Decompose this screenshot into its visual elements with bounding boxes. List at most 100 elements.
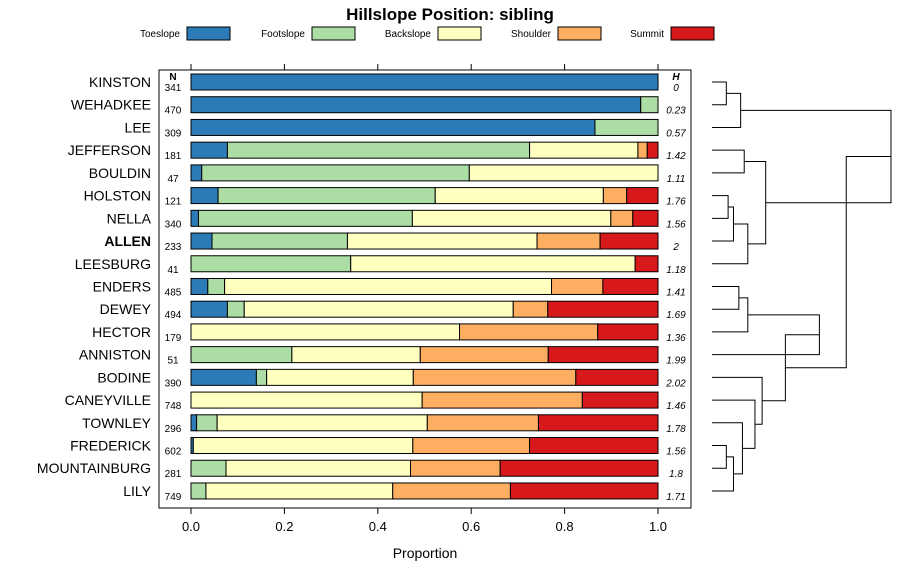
soil-label: WEHADKEE	[71, 97, 151, 113]
bar-segment-summit	[602, 277, 659, 295]
bar-segment-toeslope	[190, 300, 228, 318]
bar-segment-shoulder	[536, 232, 601, 250]
h-value: 1.69	[666, 310, 686, 321]
bar-segment-summit	[632, 209, 659, 227]
n-value: 281	[165, 469, 182, 480]
legend-label-toeslope: Toeslope	[140, 29, 180, 40]
row-holston: HOLSTON 121 1.76	[84, 187, 686, 208]
dendrogram-link	[712, 195, 729, 219]
h-value: 1.56	[666, 447, 686, 458]
soil-label: DEWEY	[100, 301, 152, 317]
bar-segment-summit	[646, 141, 659, 159]
bar-segment-footslope	[190, 346, 293, 364]
n-value: 41	[167, 265, 179, 276]
legend-swatch-summit	[670, 26, 715, 41]
bar-segment-backslope	[243, 300, 514, 318]
bar-segment-toeslope	[190, 96, 642, 114]
bar-segment-toeslope	[190, 73, 659, 91]
bar-segment-toeslope	[190, 209, 199, 227]
bar-segment-shoulder	[610, 209, 634, 227]
bar-segment-shoulder	[459, 323, 599, 341]
bar-segment-toeslope	[190, 187, 219, 205]
bar-segment-footslope	[190, 459, 227, 477]
n-column-header: N	[169, 72, 176, 83]
row-bouldin: BOULDIN 47 1.11	[89, 164, 685, 185]
h-value: 1.71	[666, 492, 685, 503]
h-value: 1.56	[666, 219, 686, 230]
row-allen: ALLEN 233 2	[104, 232, 679, 253]
row-enders: ENDERS 485 1.41	[93, 277, 686, 298]
n-value: 485	[165, 287, 182, 298]
row-anniston: ANNISTON 51 1.99	[79, 346, 686, 367]
x-tick-label: 1.0	[649, 519, 667, 534]
n-value: 121	[165, 197, 182, 208]
bar-segment-footslope	[255, 368, 268, 386]
row-lee: LEE 309 0.57	[125, 118, 686, 139]
bar-segment-toeslope	[190, 368, 257, 386]
n-value: 470	[165, 106, 182, 117]
x-tick-label: 0.6	[462, 519, 480, 534]
bar-segment-backslope	[266, 368, 414, 386]
soil-label: NELLA	[107, 210, 152, 226]
soil-label: ENDERS	[93, 278, 151, 294]
h-value: 1.36	[666, 333, 686, 344]
soil-label: MOUNTAINBURG	[37, 460, 151, 476]
legend-label-shoulder: Shoulder	[511, 29, 552, 40]
soil-label: BOULDIN	[89, 165, 151, 181]
dendrogram-link	[712, 223, 749, 265]
bar-segment-summit	[537, 414, 659, 432]
row-lily: LILY 749 1.71	[123, 482, 686, 503]
dendrogram-link	[712, 456, 734, 492]
bar-segment-summit	[509, 482, 659, 500]
bar-segment-shoulder	[392, 482, 511, 500]
row-leesburg: LEESBURG 41 1.18	[75, 255, 686, 276]
bar-segment-backslope	[190, 323, 461, 341]
row-hector: HECTOR 179 1.36	[92, 323, 686, 344]
bar-segment-backslope	[225, 459, 411, 477]
soil-label: LEE	[125, 119, 151, 135]
soil-label: LEESBURG	[75, 256, 151, 272]
bar-segment-summit	[547, 346, 659, 364]
bar-segment-backslope	[190, 391, 423, 409]
dendrogram-link	[712, 149, 745, 174]
bar-segment-footslope	[190, 255, 352, 273]
n-value: 494	[165, 310, 182, 321]
bar-segment-summit	[547, 300, 659, 318]
bar-segment-footslope	[196, 414, 218, 432]
bar-segment-footslope	[640, 96, 659, 114]
soil-label: BODINE	[97, 369, 151, 385]
h-value: 1.76	[666, 197, 686, 208]
legend: Toeslope Footslope Backslope Shoulder Summit	[140, 26, 715, 41]
bar-segment-shoulder	[419, 346, 549, 364]
bar-segment-shoulder	[409, 459, 501, 477]
bar-rows: KINSTON 341 0 WEHADKEE 470 0.23 LEE 309 0.57 JEFF…	[37, 73, 686, 503]
bar-segment-toeslope	[190, 141, 228, 159]
legend-label-summit: Summit	[630, 29, 664, 40]
bar-segment-footslope	[190, 482, 207, 500]
bar-segment-summit	[575, 368, 659, 386]
n-value: 309	[165, 128, 182, 139]
row-jefferson: JEFFERSON 181 1.42	[68, 141, 686, 162]
h-value: 1.46	[666, 401, 686, 412]
bar-segment-summit	[626, 187, 659, 205]
bar-segment-summit	[581, 391, 659, 409]
h-value: 0.57	[666, 128, 686, 139]
bar-segment-summit	[529, 437, 659, 455]
dendrogram-link	[712, 206, 734, 242]
bar-segment-backslope	[434, 187, 604, 205]
h-value: 1.78	[666, 424, 686, 435]
row-caneyville: CANEYVILLE 748 1.46	[65, 391, 686, 412]
bar-segment-toeslope	[190, 232, 213, 250]
bar-segment-shoulder	[602, 187, 628, 205]
bar-segment-footslope	[217, 187, 436, 205]
legend-swatch-toeslope	[186, 26, 231, 41]
soil-label: FREDERICK	[70, 438, 152, 454]
soil-label: LILY	[123, 483, 151, 499]
bar-segment-backslope	[205, 482, 394, 500]
bar-segment-footslope	[201, 164, 470, 182]
bar-segment-toeslope	[190, 164, 203, 182]
dendrogram-link	[712, 445, 727, 469]
n-value: 233	[165, 242, 182, 253]
legend-swatch-backslope	[437, 26, 482, 41]
h-value: 2.02	[665, 378, 686, 389]
